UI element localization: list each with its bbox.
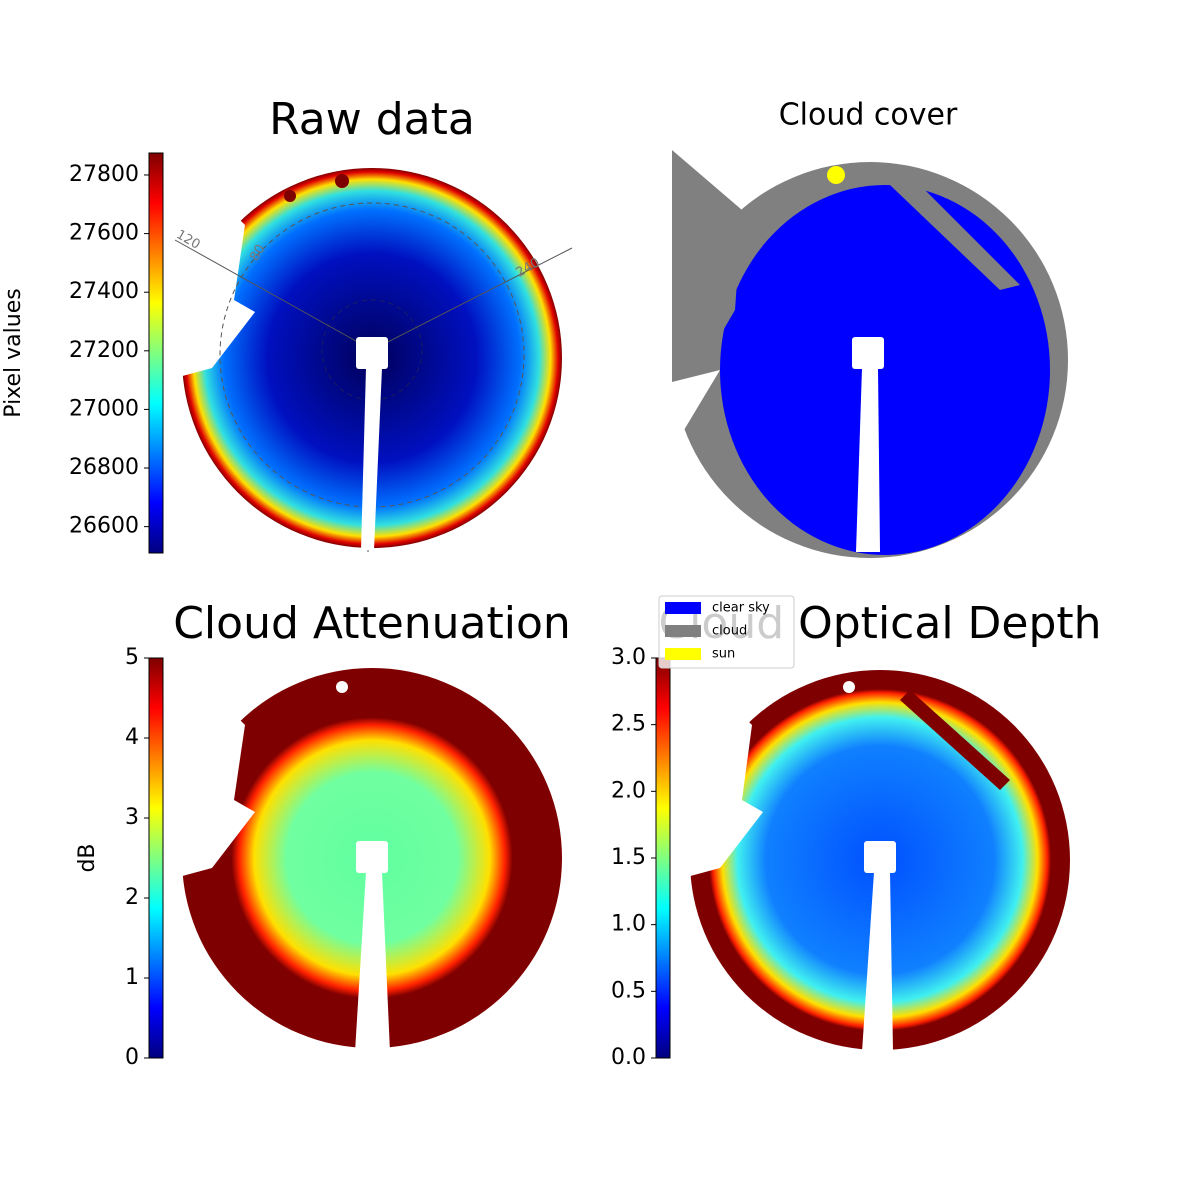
attenuation-image xyxy=(170,650,562,1052)
panel-title: Cloud cover xyxy=(779,98,958,133)
tick-label: 27600 xyxy=(69,221,139,246)
legend-label: cloud xyxy=(712,624,747,639)
tick-label: 2.0 xyxy=(611,778,646,803)
tick-label: 0.5 xyxy=(611,978,646,1003)
cloud-cover-image xyxy=(660,150,1068,558)
legend-swatch xyxy=(665,625,701,637)
azimuth-label: 80 xyxy=(247,242,268,264)
tick-label: 27400 xyxy=(69,279,139,304)
colorbar xyxy=(148,152,164,554)
tick-label: 1 xyxy=(125,965,139,990)
colorbar-label: dB xyxy=(75,843,100,872)
colorbar xyxy=(655,657,671,1059)
optical-depth-image xyxy=(678,650,1070,1052)
tick-label: 2 xyxy=(125,885,139,910)
tick-label: 4 xyxy=(125,725,139,750)
tick-label: 0 xyxy=(125,1045,139,1070)
colorbar-label: Pixel values xyxy=(1,288,26,417)
colorbar xyxy=(148,657,164,1059)
tick-label: 5 xyxy=(125,645,139,670)
tick-label: 0.0 xyxy=(611,1045,646,1070)
tick-label: 3.0 xyxy=(611,645,646,670)
tick-label: 26800 xyxy=(69,455,139,480)
tick-label: 27800 xyxy=(69,162,139,187)
panel-title: Raw data xyxy=(269,94,475,145)
legend-swatch xyxy=(665,648,701,660)
tick-label: 27200 xyxy=(69,338,139,363)
tick-label: 26600 xyxy=(69,514,139,539)
legend-label: clear sky xyxy=(712,601,770,616)
tick-label: 1.5 xyxy=(611,845,646,870)
legend-swatch xyxy=(665,602,701,614)
tick-label: 1.0 xyxy=(611,912,646,937)
legend-label: sun xyxy=(712,647,735,662)
tick-label: 2.5 xyxy=(611,712,646,737)
panel-title: Cloud Attenuation xyxy=(173,598,571,649)
tick-label: 3 xyxy=(125,805,139,830)
tick-label: 27000 xyxy=(69,396,139,421)
raw-image xyxy=(170,150,573,553)
